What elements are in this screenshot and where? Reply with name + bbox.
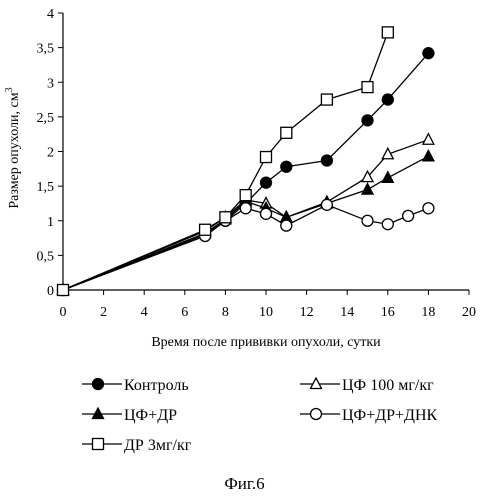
data-point — [239, 188, 252, 202]
y-tick-label: 2 — [47, 146, 54, 161]
y-tick-label: 4 — [47, 7, 54, 22]
y-tick-label: 2,5 — [37, 111, 55, 126]
legend-item: ЦФ+ДР+ДНК — [300, 407, 438, 424]
series-4 — [56, 26, 394, 297]
data-point — [198, 223, 212, 236]
data-point — [280, 126, 293, 139]
y-tick-label: 0,5 — [37, 249, 55, 264]
y-tick-label: 0 — [47, 284, 54, 299]
x-tick-label: 20 — [462, 305, 476, 320]
y-tick-label: 1,5 — [37, 180, 55, 195]
legend-label: ЦФ+ДР — [124, 407, 177, 424]
series-group — [56, 26, 435, 297]
x-tick-label: 0 — [60, 305, 67, 320]
series-0 — [56, 47, 435, 297]
x-tick-label: 8 — [222, 305, 229, 320]
legend-marker — [309, 376, 323, 390]
y-axis-ticks: 0 0,5 1 1,5 2 2,5 3 3,5 4 — [37, 7, 63, 299]
data-point — [320, 154, 334, 167]
data-point — [381, 26, 394, 39]
x-tick-label: 4 — [141, 305, 148, 320]
data-point — [381, 93, 394, 106]
data-point — [421, 148, 435, 162]
series-line — [62, 32, 389, 291]
x-axis-ticks: 0 2 4 6 8 10 12 14 16 18 20 — [60, 290, 476, 320]
legend-label: ДР 3мг/кг — [124, 437, 192, 454]
data-point — [320, 198, 334, 211]
data-point — [381, 146, 395, 160]
data-point — [361, 214, 374, 227]
legend-marker — [91, 406, 105, 420]
legend-item: ДР 3мг/кг — [82, 437, 192, 454]
figure-caption: Фиг.6 — [224, 474, 265, 493]
data-point — [280, 219, 293, 232]
legend-label: ЦФ+ДР+ДНК — [342, 407, 438, 424]
x-tick-label: 12 — [300, 305, 314, 320]
y-tick-label: 3,5 — [37, 42, 55, 57]
y-tick-label: 1 — [47, 215, 54, 230]
data-point — [360, 182, 375, 195]
legend-label: ЦФ 100 мг/кг — [342, 377, 434, 394]
data-point — [361, 80, 374, 94]
legend-marker — [91, 377, 105, 391]
data-point — [381, 170, 395, 183]
legend-item: ЦФ 100 мг/кг — [300, 376, 434, 394]
legend-item: ЦФ+ДР — [82, 406, 177, 424]
legend-label: Контроль — [124, 377, 189, 394]
data-point — [280, 160, 293, 173]
data-point — [422, 202, 435, 215]
y-tick-label: 3 — [47, 76, 54, 91]
data-point — [320, 93, 334, 106]
series-line — [62, 204, 429, 291]
legend-item: Контроль — [82, 377, 189, 394]
series-3 — [56, 198, 435, 297]
legend: Контроль ЦФ 100 мг/кг ЦФ+ДР ЦФ+ДР+ДНК ДР 3мг… — [82, 376, 438, 454]
legend-marker — [91, 437, 105, 451]
data-point — [421, 132, 435, 145]
x-tick-label: 18 — [421, 305, 435, 320]
data-point — [422, 47, 435, 60]
y-axis-label: Размер опухоли, см3 — [4, 87, 22, 208]
data-point — [259, 207, 273, 220]
data-point — [239, 202, 252, 215]
data-point — [259, 176, 273, 189]
legend-marker — [309, 407, 323, 421]
data-point — [56, 283, 70, 297]
series-line — [62, 155, 429, 291]
data-point — [219, 211, 232, 224]
data-point — [381, 218, 394, 231]
x-tick-label: 16 — [381, 305, 395, 320]
data-point — [361, 114, 374, 127]
data-point — [360, 169, 375, 183]
x-tick-label: 6 — [181, 305, 188, 320]
data-point — [401, 209, 415, 223]
data-point — [259, 150, 273, 164]
x-axis-label: Время после прививки опухоли, сутки — [151, 335, 381, 350]
x-tick-label: 10 — [259, 305, 273, 320]
x-tick-label: 14 — [340, 305, 354, 320]
x-tick-label: 2 — [100, 305, 107, 320]
